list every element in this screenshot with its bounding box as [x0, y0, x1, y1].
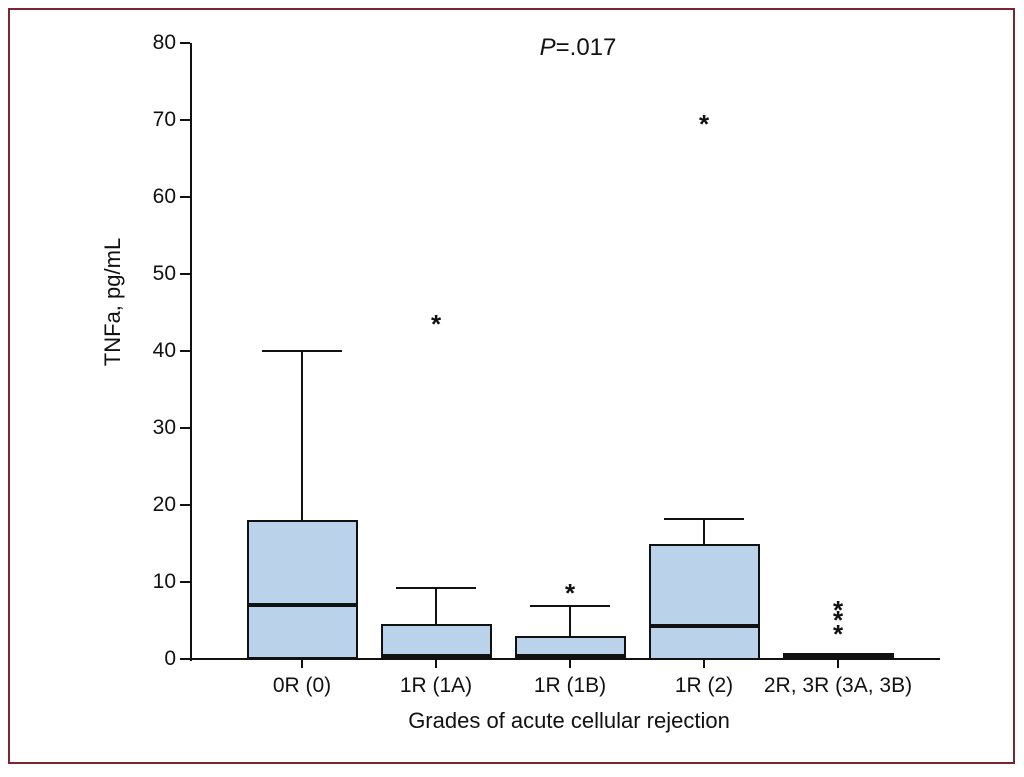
y-tick-mark	[180, 350, 190, 352]
x-tick-label: 1R (1A)	[399, 674, 473, 697]
x-tick-mark	[569, 660, 571, 668]
y-tick-mark	[180, 427, 190, 429]
y-tick-label: 10	[152, 570, 176, 593]
y-tick-mark	[180, 119, 190, 121]
y-axis-title: TNFa, pg/mL	[100, 237, 125, 367]
whisker-stem	[435, 588, 437, 624]
x-tick-mark	[837, 660, 839, 668]
whisker-cap	[664, 518, 744, 520]
y-tick-label: 40	[152, 339, 176, 362]
outlier-asterisk: *	[430, 309, 442, 339]
collapsed-box-median-line	[783, 653, 894, 658]
outlier-asterisk: *	[564, 578, 576, 608]
p-value-symbol: P	[539, 34, 556, 61]
y-tick-mark	[180, 273, 190, 275]
y-tick-mark	[180, 42, 190, 44]
y-tick-label: 70	[152, 108, 176, 131]
box-rect	[649, 544, 760, 660]
y-tick-label: 60	[152, 185, 176, 208]
whisker-stem	[301, 351, 303, 520]
x-tick-mark	[435, 660, 437, 668]
median-line	[381, 654, 492, 658]
whisker-cap	[530, 605, 610, 607]
y-tick-label: 0	[164, 647, 176, 670]
whisker-stem	[703, 519, 705, 544]
outlier-asterisk: *	[832, 595, 844, 625]
x-tick-label: 0R (0)	[272, 674, 332, 697]
x-axis-line	[190, 658, 940, 660]
outlier-asterisk: *	[832, 619, 844, 649]
y-tick-label: 50	[152, 262, 176, 285]
median-line	[515, 654, 626, 658]
x-tick-mark	[301, 660, 303, 668]
y-axis-line	[190, 43, 192, 661]
y-tick-mark	[180, 658, 190, 660]
box-rect	[515, 636, 626, 659]
x-tick-label: 1R (2)	[674, 674, 734, 697]
y-tick-mark	[180, 581, 190, 583]
x-tick-label: 2R, 3R (3A, 3B)	[763, 674, 913, 697]
y-tick-mark	[180, 504, 190, 506]
y-tick-label: 20	[152, 493, 176, 516]
y-tick-label: 80	[152, 31, 176, 54]
box-rect	[381, 624, 492, 659]
outlier-asterisk: *	[832, 605, 844, 635]
x-tick-mark	[703, 660, 705, 668]
median-line	[247, 603, 358, 607]
x-axis-title: Grades of acute cellular rejection	[408, 708, 730, 733]
box-rect	[247, 520, 358, 659]
median-line	[649, 624, 760, 628]
whisker-stem	[569, 606, 571, 636]
y-tick-label: 30	[152, 416, 176, 439]
p-value-annotation: P=.017	[478, 34, 678, 62]
p-value-number: =.017	[555, 34, 617, 61]
whisker-cap	[262, 350, 342, 352]
whisker-cap	[396, 587, 476, 589]
y-tick-mark	[180, 196, 190, 198]
outlier-asterisk: *	[698, 109, 710, 139]
x-tick-label: 1R (1B)	[533, 674, 607, 697]
